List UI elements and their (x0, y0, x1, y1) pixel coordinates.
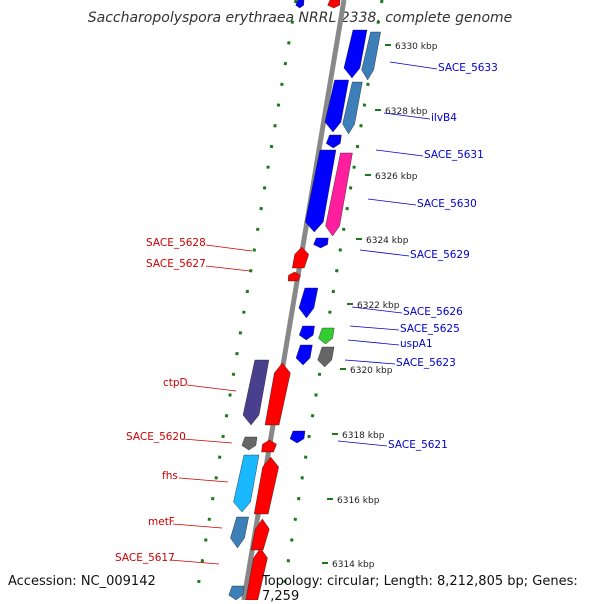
gene-label[interactable]: SACE_5629 (410, 249, 470, 261)
label-leader (205, 244, 253, 252)
gene-label[interactable]: SACE_5620 (126, 431, 186, 443)
gene-label[interactable]: ilvB4 (431, 112, 457, 124)
gene-label[interactable]: SACE_5630 (417, 198, 477, 210)
ring-dots-left (194, 0, 298, 600)
label-leader (367, 198, 417, 206)
label-leader (182, 438, 233, 444)
gene-ilvb4-a[interactable] (324, 79, 349, 133)
gene-sace5617-a[interactable] (245, 547, 268, 600)
kbp-tick-label: 6326 kbp (375, 172, 418, 182)
gene-label[interactable]: uspA1 (400, 338, 433, 350)
map-title: Saccharopolyspora erythraea NRRL 2338, c… (87, 10, 513, 26)
label-leader (186, 384, 237, 392)
label-leader (172, 523, 223, 529)
gene-sace5633b[interactable] (361, 31, 381, 81)
label-leader (178, 477, 229, 483)
kbp-tick-label: 6322 kbp (357, 301, 400, 311)
gene-sace5630-a[interactable] (305, 149, 337, 233)
label-leader (389, 61, 438, 70)
gene-ctpd-a[interactable] (242, 359, 270, 426)
gene-label[interactable]: SACE_5626 (403, 306, 463, 318)
label-leader (359, 249, 410, 257)
label-leader (349, 325, 400, 331)
gene-label[interactable]: SACE_5623 (396, 357, 456, 369)
label-leader (351, 306, 403, 314)
ring-dots-right (280, 0, 384, 600)
gene-sace5621[interactable] (289, 430, 306, 444)
gene-sace5628[interactable] (292, 246, 309, 269)
gene-label[interactable]: SACE_5617 (115, 552, 175, 564)
gene-metf-a[interactable] (230, 516, 249, 549)
gene-sace5623-a[interactable] (295, 344, 313, 366)
kbp-tick-label: 6324 kbp (366, 236, 409, 246)
gene-ilvb4-b[interactable] (342, 81, 363, 135)
gene-label[interactable]: SACE_5621 (388, 439, 448, 451)
gene-label[interactable]: SACE_5631 (424, 149, 484, 161)
kbp-tick-label: 6318 kbp (342, 431, 385, 441)
gene-sace5620-a[interactable] (241, 436, 258, 451)
gene-sace5633[interactable] (343, 29, 368, 79)
gene-label[interactable]: SACE_5628 (146, 237, 206, 249)
gene-top-1[interactable] (295, 0, 305, 9)
gene-label[interactable]: SACE_5627 (146, 258, 206, 270)
label-leader (337, 440, 388, 447)
label-leader (347, 339, 400, 346)
gene-label[interactable]: SACE_5625 (400, 323, 460, 335)
kbp-tick-label: 6316 kbp (337, 496, 380, 506)
gene-label[interactable]: fhs (162, 470, 178, 482)
gene-sace5631[interactable] (326, 134, 342, 149)
gene-fhs-b[interactable] (253, 456, 279, 515)
gene-sace5629[interactable] (313, 237, 329, 249)
label-leader (383, 112, 431, 120)
gene-uspa1[interactable] (318, 327, 335, 345)
accession-text: Accession: NC_009142 (8, 574, 156, 589)
gene-label[interactable]: metF (148, 516, 175, 528)
kbp-tick-label: 6330 kbp (395, 42, 438, 52)
label-leader (375, 149, 424, 157)
label-leader (205, 265, 251, 272)
label-leader (169, 559, 220, 565)
gene-sace5625[interactable] (298, 325, 315, 341)
gene-fhs-a[interactable] (233, 454, 260, 513)
gene-sace5626[interactable] (298, 287, 319, 319)
gene-top-2[interactable] (327, 0, 341, 9)
gene-label[interactable]: ctpD (163, 377, 188, 389)
gene-sace5627[interactable] (287, 271, 301, 282)
gene-metf-b[interactable] (250, 518, 270, 551)
gene-bottom-1[interactable] (228, 585, 245, 600)
gene-sace5623-b[interactable] (317, 346, 335, 368)
label-leader (344, 359, 396, 365)
gene-ctpd-b[interactable] (264, 362, 291, 426)
kbp-tick-label: 6314 kbp (332, 560, 375, 570)
gene-label[interactable]: SACE_5633 (438, 62, 498, 74)
gene-sace5620-b[interactable] (261, 439, 277, 453)
kbp-tick-label: 6328 kbp (385, 107, 428, 117)
kbp-tick-label: 6320 kbp (350, 366, 393, 376)
gene-sace5630-b[interactable] (325, 152, 353, 237)
